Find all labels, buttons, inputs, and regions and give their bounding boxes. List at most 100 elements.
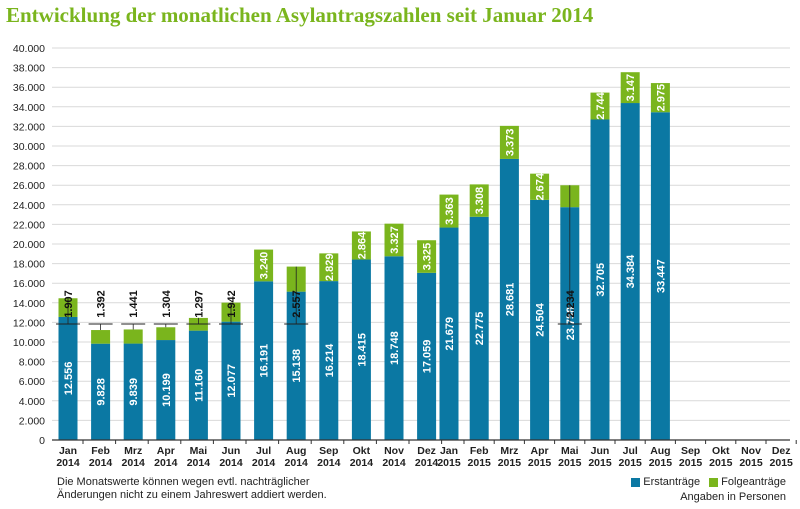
data-label-folgeantraege: 3.363 — [444, 197, 456, 225]
bar-folgeantraege — [650, 83, 670, 113]
x-tick-label-month: Jun — [222, 445, 241, 457]
x-tick-label-month: Sep — [319, 445, 338, 457]
data-label-folgeantraege: 2.557 — [291, 290, 303, 318]
data-label-erstantraege: 12.556 — [63, 362, 75, 396]
x-tick-label-month: Dez — [417, 445, 436, 457]
data-label-folgeantraege: 3.147 — [625, 74, 637, 102]
x-tick-label-month: Nov — [741, 445, 761, 457]
x-tick-label-month: Dez — [772, 445, 791, 457]
data-label-folgeantraege: 1.942 — [226, 290, 238, 318]
data-label-folgeantraege: 1.907 — [63, 290, 75, 318]
bar-folgeantraege — [254, 249, 274, 282]
bar-folgeantraege — [439, 194, 459, 228]
bar-erstantraege — [123, 343, 143, 440]
x-axis-ticks: Jan2014Feb2014Mrz2014Apr2014Mai2014Jun20… — [56, 445, 793, 469]
bar-folgeantraege — [499, 125, 519, 159]
legend-label-folgeantraege: Folgeanträge — [721, 476, 786, 488]
data-label-folgeantraege: 3.373 — [504, 129, 516, 157]
x-tick-label-year: 2014 — [285, 457, 309, 469]
bar-erstantraege — [384, 256, 404, 440]
data-label-folgeantraege: 1.441 — [128, 290, 140, 318]
legend-item-erstantraege: Erstanträge — [631, 476, 700, 489]
footnote-line-1: Die Monatswerte können wegen evtl. nacht… — [57, 476, 310, 488]
bar-erstantraege — [319, 281, 339, 440]
legend-item-folgeantraege: Folgeanträge — [709, 476, 786, 489]
bar-folgeantraege — [530, 173, 550, 200]
x-tick-label-month: Okt — [712, 445, 730, 457]
legend-label-erstantraege: Erstanträge — [643, 476, 701, 488]
x-tick-label-month: Apr — [531, 445, 549, 457]
x-tick-label-year: 2014 — [122, 457, 146, 469]
x-tick-label-month: Jul — [623, 445, 638, 457]
y-tick-label: 4.000 — [19, 396, 45, 408]
y-tick-label: 20.000 — [13, 239, 45, 251]
data-label-erstantraege: 12.077 — [226, 364, 238, 398]
bar-erstantraege — [188, 330, 208, 440]
data-label-folgeantraege: 3.327 — [389, 226, 401, 254]
y-tick-label: 26.000 — [13, 180, 45, 192]
y-tick-label: 36.000 — [13, 82, 45, 94]
bar-erstantraege — [650, 112, 670, 441]
bar-erstantraege — [530, 199, 550, 440]
data-label-folgeantraege: 2.975 — [655, 84, 667, 112]
x-tick-label-month: Sep — [681, 445, 700, 457]
bar-folgeantraege — [351, 231, 371, 260]
y-tick-label: 38.000 — [13, 63, 45, 75]
y-tick-label: 2.000 — [19, 415, 45, 427]
data-label-erstantraege: 33.447 — [655, 259, 667, 293]
data-label-folgeantraege: 1.297 — [193, 290, 205, 318]
x-tick-label-year: 2014 — [415, 457, 439, 469]
y-tick-label: 0 — [39, 435, 45, 447]
chart-title: Entwicklung der monatlichen Asylantragsz… — [6, 3, 594, 27]
y-tick-label: 22.000 — [13, 219, 45, 231]
bar-erstantraege — [469, 216, 489, 440]
legend-swatch-erstantraege — [631, 478, 641, 487]
bars: 12.556 1.907 9.828 1.392 9.839 1.441 10.199 1.3… — [56, 72, 670, 441]
legend-swatch-folgeantraege — [709, 478, 719, 487]
bar-erstantraege — [499, 158, 519, 440]
x-tick-label-month: Aug — [286, 445, 306, 457]
data-label-erstantraege: 18.748 — [389, 331, 401, 365]
x-tick-label-month: Jun — [591, 445, 610, 457]
x-tick-label-year: 2014 — [56, 457, 80, 469]
x-tick-label-month: Jan — [59, 445, 77, 457]
x-tick-label-year: 2015 — [739, 457, 763, 469]
x-tick-label-month: Mai — [190, 445, 208, 457]
bar-folgeantraege — [590, 92, 610, 120]
y-tick-label: 10.000 — [13, 337, 45, 349]
data-label-folgeantraege: 2.674 — [535, 172, 547, 200]
y-tick-label: 24.000 — [13, 200, 45, 212]
x-tick-label-year: 2015 — [709, 457, 733, 469]
x-tick-label-year: 2015 — [649, 457, 673, 469]
data-label-erstantraege: 10.199 — [161, 373, 173, 407]
footnote: Die Monatswerte können wegen evtl. nacht… — [57, 476, 377, 502]
y-tick-label: 12.000 — [13, 317, 45, 329]
data-label-erstantraege: 18.415 — [356, 333, 368, 367]
x-tick-label-year: 2014 — [252, 457, 276, 469]
data-label-erstantraege: 32.705 — [595, 263, 607, 297]
x-tick-label-month: Mrz — [500, 445, 518, 457]
bar-folgeantraege — [123, 329, 143, 344]
x-tick-label-year: 2015 — [679, 457, 703, 469]
y-axis-ticks: 0 2.000 4.000 6.000 8.000 10.000 12.000 14.000 1… — [13, 43, 45, 447]
x-tick-label-year: 2015 — [437, 457, 461, 469]
bar-erstantraege — [590, 119, 610, 440]
data-label-erstantraege: 11.160 — [193, 369, 205, 402]
data-label-erstantraege: 28.681 — [504, 283, 516, 317]
bar-folgeantraege — [319, 253, 339, 282]
x-tick-label-year: 2014 — [317, 457, 341, 469]
y-tick-label: 32.000 — [13, 121, 45, 133]
data-label-erstantraege: 22.775 — [474, 312, 486, 346]
x-tick-label-year: 2014 — [154, 457, 178, 469]
data-label-erstantraege: 34.384 — [625, 254, 637, 289]
y-tick-label: 8.000 — [19, 357, 45, 369]
data-label-erstantraege: 21.679 — [444, 317, 456, 351]
x-tick-label-year: 2014 — [382, 457, 406, 469]
y-tick-label: 30.000 — [13, 141, 45, 153]
bar-folgeantraege — [384, 223, 404, 257]
x-tick-label-month: Aug — [650, 445, 670, 457]
y-tick-label: 40.000 — [13, 43, 45, 55]
x-tick-label-year: 2014 — [89, 457, 113, 469]
data-label-folgeantraege: 3.240 — [259, 252, 271, 280]
